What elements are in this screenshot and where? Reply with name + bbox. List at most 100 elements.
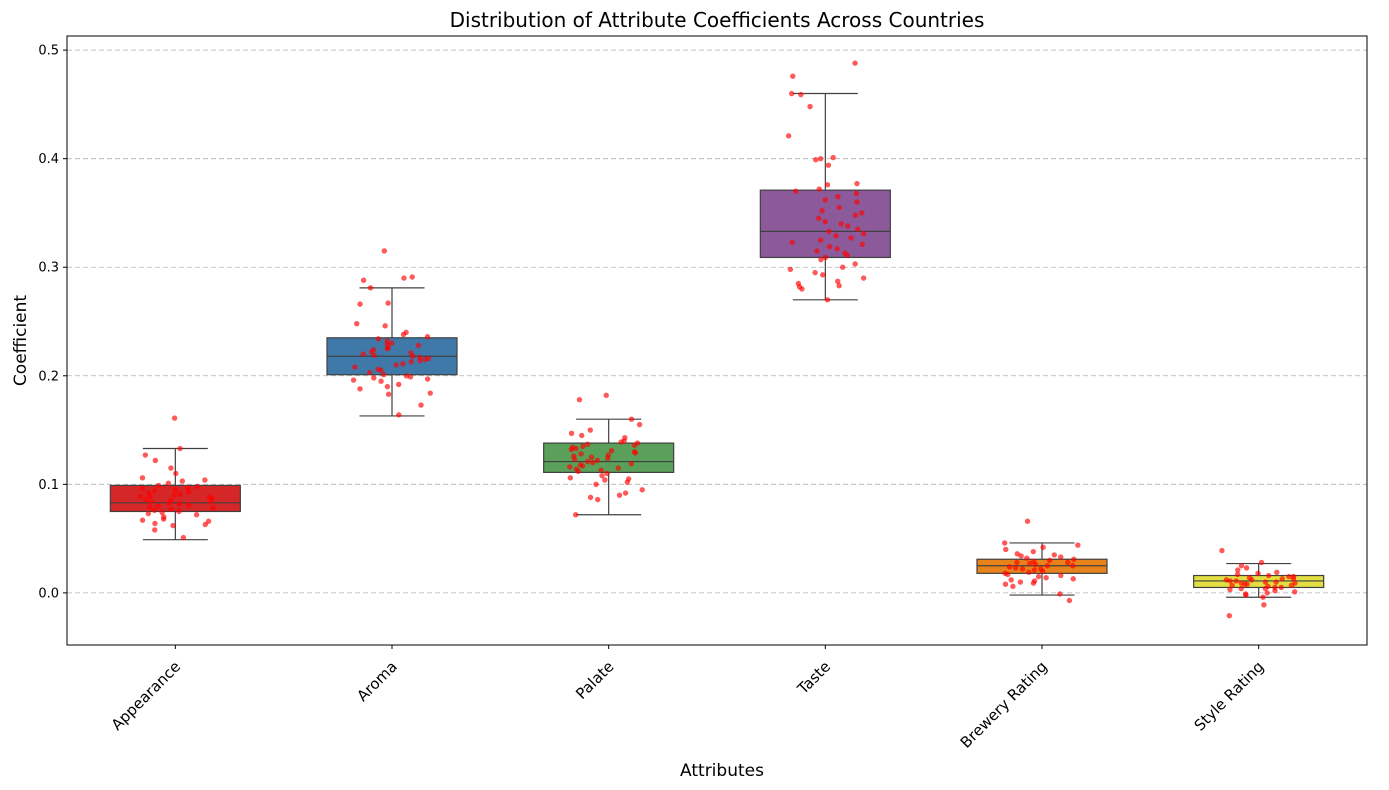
data-point [852, 60, 858, 66]
data-point [822, 197, 828, 203]
data-point [817, 237, 824, 243]
data-point [176, 501, 182, 507]
data-point [833, 233, 839, 239]
data-point [790, 73, 796, 79]
data-point [1226, 612, 1233, 619]
data-point [1058, 572, 1064, 579]
data-point [1291, 589, 1298, 595]
data-point [422, 356, 428, 363]
data-point [835, 193, 841, 200]
data-point [826, 228, 832, 235]
data-point [579, 432, 585, 439]
data-point [1030, 580, 1037, 586]
box-brewery-rating [976, 542, 1108, 596]
data-point [860, 275, 867, 281]
data-point [602, 477, 608, 483]
plot-frame [66, 35, 1368, 646]
data-point [139, 485, 146, 492]
data-point [152, 457, 159, 464]
data-point [568, 446, 575, 453]
data-point [1044, 563, 1051, 569]
data-point [622, 490, 629, 496]
data-point [380, 371, 387, 378]
data-point [1288, 582, 1295, 588]
data-point [799, 286, 805, 292]
data-point [1255, 570, 1261, 577]
x-tick-label: Style Rating [1191, 658, 1268, 735]
data-point [168, 506, 174, 513]
data-point [853, 190, 860, 197]
data-point [166, 500, 172, 506]
data-point [382, 323, 388, 329]
data-point [401, 275, 407, 281]
data-point [1249, 577, 1255, 583]
data-point [367, 285, 374, 291]
data-point [375, 336, 382, 342]
data-point [859, 241, 865, 248]
data-point [210, 505, 216, 511]
data-point [822, 254, 829, 261]
box-palate [543, 418, 675, 516]
data-point [624, 479, 630, 485]
data-point [177, 445, 183, 452]
data-point [1290, 576, 1297, 582]
data-point [409, 274, 415, 280]
data-point [145, 510, 152, 517]
data-point [1006, 564, 1013, 570]
data-point [1026, 569, 1032, 575]
data-point [171, 415, 178, 421]
data-point [393, 362, 399, 368]
data-point [186, 502, 192, 508]
data-point [180, 534, 187, 541]
x-axis: Appearance Aroma Palate Taste Brewery Rating… [108, 645, 1268, 752]
data-point [1238, 563, 1245, 569]
data-point [1032, 561, 1039, 568]
data-point [424, 334, 431, 340]
x-tick-label: Appearance [108, 658, 184, 734]
data-point [378, 378, 384, 384]
data-point [168, 465, 174, 471]
data-point [604, 470, 610, 477]
box-taste [759, 92, 891, 301]
data-point [155, 503, 161, 509]
data-point [415, 342, 422, 349]
data-point [388, 340, 395, 346]
data-point [1013, 565, 1019, 571]
data-point [170, 522, 176, 529]
data-point [202, 521, 208, 528]
data-point [177, 491, 183, 497]
data-point [1008, 577, 1014, 583]
data-point [385, 391, 392, 397]
data-point [854, 180, 860, 187]
scatter-points [137, 60, 1298, 619]
data-point [1279, 576, 1285, 582]
data-point [417, 357, 423, 364]
boxes [109, 92, 1325, 598]
data-point [193, 512, 200, 518]
data-point [1265, 572, 1272, 579]
y-tick-label: 0.2 [38, 369, 59, 384]
data-point [1019, 566, 1026, 572]
data-point [571, 456, 578, 463]
data-point [807, 103, 813, 110]
data-point [1031, 567, 1038, 573]
data-point [1070, 576, 1076, 582]
data-point [1286, 573, 1292, 580]
data-point [1075, 542, 1081, 548]
data-point [1040, 544, 1046, 550]
data-point [816, 215, 822, 222]
x-tick-label: Taste [793, 658, 834, 699]
data-point [194, 483, 200, 490]
data-point [575, 468, 581, 475]
data-point [608, 447, 615, 454]
data-point [628, 416, 635, 422]
data-point [860, 230, 867, 237]
data-point [1227, 578, 1233, 584]
data-point [1258, 559, 1265, 566]
data-point [152, 520, 158, 527]
data-point [1047, 557, 1053, 564]
data-point [824, 297, 831, 303]
data-point [598, 467, 604, 473]
data-point [1066, 597, 1073, 604]
data-point [632, 450, 639, 456]
